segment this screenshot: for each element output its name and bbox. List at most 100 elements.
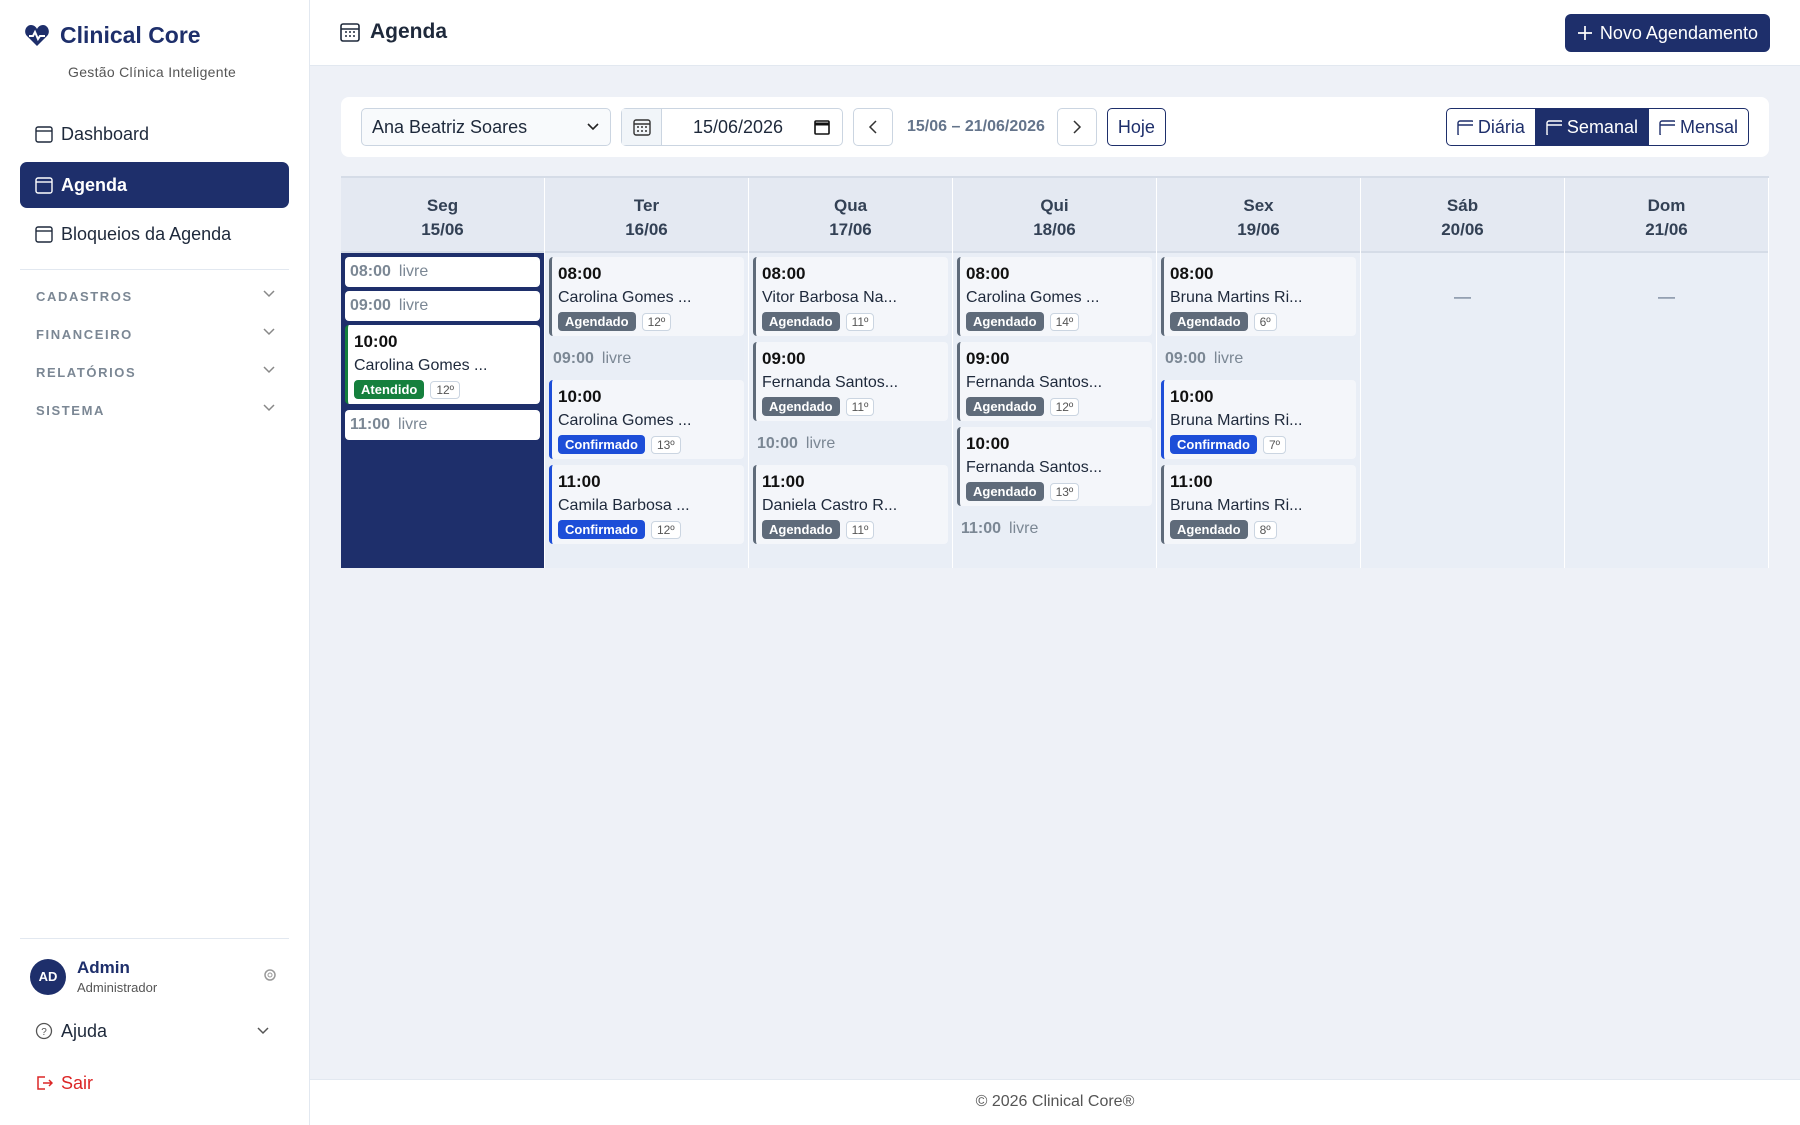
appointment[interactable]: 10:00 Carolina Gomes ... Atendido 12º (345, 325, 540, 404)
slot-time: 10:00 (757, 435, 798, 452)
free-label: livre (601, 350, 632, 367)
section-toggle[interactable]: RELATÓRIOS (36, 365, 276, 380)
help-label: Ajuda (61, 1020, 108, 1041)
nav-item[interactable]: Agenda (20, 162, 289, 208)
slot-time: 11:00 (558, 472, 601, 491)
section-label: RELATÓRIOS (36, 365, 137, 380)
slot-time: 10:00 (354, 332, 398, 351)
day-header: Qui 18/06 (953, 178, 1156, 253)
free-slot[interactable]: 08:00 livre (345, 257, 540, 287)
section-label: SISTEMA (36, 403, 105, 418)
order-badge: 6º (1253, 312, 1277, 331)
free-slot[interactable]: 10:00 livre (753, 427, 948, 461)
section-toggle[interactable]: FINANCEIRO (36, 327, 276, 342)
slot-time: 08:00 (1170, 264, 1214, 283)
slot-time: 10:00 (966, 434, 1010, 453)
free-slot[interactable]: 09:00 livre (549, 342, 744, 376)
badges: Agendado 14º (966, 312, 1146, 331)
patient: Bruna Martins Ri... (1170, 497, 1303, 514)
free-label: livre (1009, 520, 1039, 537)
status-badge: Agendado (762, 312, 840, 331)
toolbar: Ana Beatriz Soares 15/06/2026 15/06 – 21… (341, 97, 1769, 157)
status-badge: Confirmado (558, 520, 645, 539)
nav-item[interactable]: Bloqueios da Agenda (20, 211, 289, 257)
section-label: CADASTROS (36, 289, 133, 304)
view-button[interactable]: Diária (1447, 109, 1535, 145)
professional-select[interactable]: Ana Beatriz Soares (361, 108, 611, 146)
weekday: Seg (426, 196, 459, 215)
appointment[interactable]: 08:00 Carolina Gomes ... Agendado 14º (957, 257, 1152, 336)
appointment[interactable]: 10:00 Carolina Gomes ... Confirmado 13º (549, 380, 744, 459)
weekday: Qua (833, 196, 868, 215)
order-badge: 12º (1049, 397, 1080, 416)
help[interactable]: ? Ajuda (20, 1008, 280, 1054)
badges: Agendado 12º (558, 312, 738, 331)
appointment[interactable]: 11:00 Bruna Martins Ri... Agendado 8º (1161, 465, 1356, 544)
status-badge: Confirmado (558, 435, 645, 454)
appointment[interactable]: 08:00 Bruna Martins Ri... Agendado 6º (1161, 257, 1356, 336)
section-label: FINANCEIRO (36, 327, 133, 342)
section-toggle[interactable]: CADASTROS (36, 289, 276, 304)
section-toggle[interactable]: SISTEMA (36, 403, 276, 418)
view-button[interactable]: Semanal (1534, 109, 1648, 145)
day-column: Qua 17/06 08:00 Vitor Barbosa Na... Agendado… (749, 178, 953, 568)
appointment[interactable]: 09:00 Fernanda Santos... Agendado 12º (957, 342, 1152, 421)
today-button[interactable]: Hoje (1106, 108, 1166, 146)
appointment[interactable]: 11:00 Camila Barbosa ... Confirmado 12º (549, 465, 744, 544)
day-date: 15/06 (421, 220, 464, 239)
empty-day: — (1658, 287, 1675, 306)
free-slot[interactable]: 09:00 livre (345, 291, 540, 321)
logout[interactable]: Sair (20, 1060, 289, 1106)
user[interactable]: AD Admin Administrador (30, 958, 157, 995)
appointment[interactable]: 08:00 Carolina Gomes ... Agendado 12º (549, 257, 744, 336)
slot-time: 09:00 (762, 349, 806, 368)
view-label: Mensal (1679, 116, 1738, 137)
date-range: 15/06 – 21/06/2026 (907, 118, 1045, 135)
nav-item[interactable]: Dashboard (20, 111, 289, 157)
appointment[interactable]: 11:00 Daniela Castro R... Agendado 11º (753, 465, 948, 544)
day-column: Dom 21/06 — (1565, 178, 1769, 568)
settings-icon[interactable] (262, 967, 278, 983)
status-badge: Agendado (966, 482, 1044, 501)
appointment[interactable]: 09:00 Fernanda Santos... Agendado 11º (753, 342, 948, 421)
patient: Fernanda Santos... (966, 374, 1103, 391)
footer: © 2026 Clinical Core® (310, 1079, 1800, 1125)
day-date: 21/06 (1645, 220, 1688, 239)
free-slot[interactable]: 09:00 livre (1161, 342, 1356, 376)
free-slot[interactable]: 11:00 livre (957, 512, 1152, 546)
patient: Bruna Martins Ri... (1170, 412, 1303, 429)
badges: Confirmado 13º (558, 435, 738, 454)
appointment[interactable]: 08:00 Vitor Barbosa Na... Agendado 11º (753, 257, 948, 336)
slot-time: 08:00 (762, 264, 806, 283)
next-button[interactable] (1056, 108, 1097, 146)
view-button[interactable]: Mensal (1647, 109, 1748, 145)
slot-time: 11:00 (762, 472, 805, 491)
slot-time: 09:00 (350, 297, 391, 314)
slot-time: 11:00 (961, 520, 1002, 537)
title-text: Agenda (370, 20, 448, 43)
badges: Agendado 11º (762, 312, 942, 331)
patient: Vitor Barbosa Na... (762, 289, 897, 306)
professional: Ana Beatriz Soares (372, 116, 528, 137)
day-body: 08:00 Bruna Martins Ri... Agendado 6º 09:00 l… (1157, 253, 1360, 568)
new-appointment-button[interactable]: Novo Agendamento (1564, 14, 1770, 52)
date-input[interactable]: 15/06/2026 (621, 108, 843, 146)
status-badge: Agendado (1170, 520, 1248, 539)
badges: Agendado 12º (966, 397, 1146, 416)
free-label: livre (398, 416, 428, 433)
prev-button[interactable] (853, 108, 893, 146)
patient: Carolina Gomes ... (558, 289, 692, 306)
status-badge: Agendado (762, 520, 840, 539)
appointment[interactable]: 10:00 Fernanda Santos... Agendado 13º (957, 427, 1152, 506)
order-badge: 11º (845, 520, 875, 539)
weekday: Ter (633, 196, 660, 215)
free-label: livre (398, 263, 429, 280)
order-badge: 13º (650, 435, 681, 454)
appointment[interactable]: 10:00 Bruna Martins Ri... Confirmado 7º (1161, 380, 1356, 459)
free-label: livre (805, 435, 836, 452)
free-slot[interactable]: 11:00 livre (345, 410, 540, 440)
status-badge: Agendado (558, 312, 636, 331)
slot-time: 09:00 (966, 349, 1010, 368)
order-badge: 11º (845, 397, 875, 416)
order-badge: 12º (641, 312, 672, 331)
